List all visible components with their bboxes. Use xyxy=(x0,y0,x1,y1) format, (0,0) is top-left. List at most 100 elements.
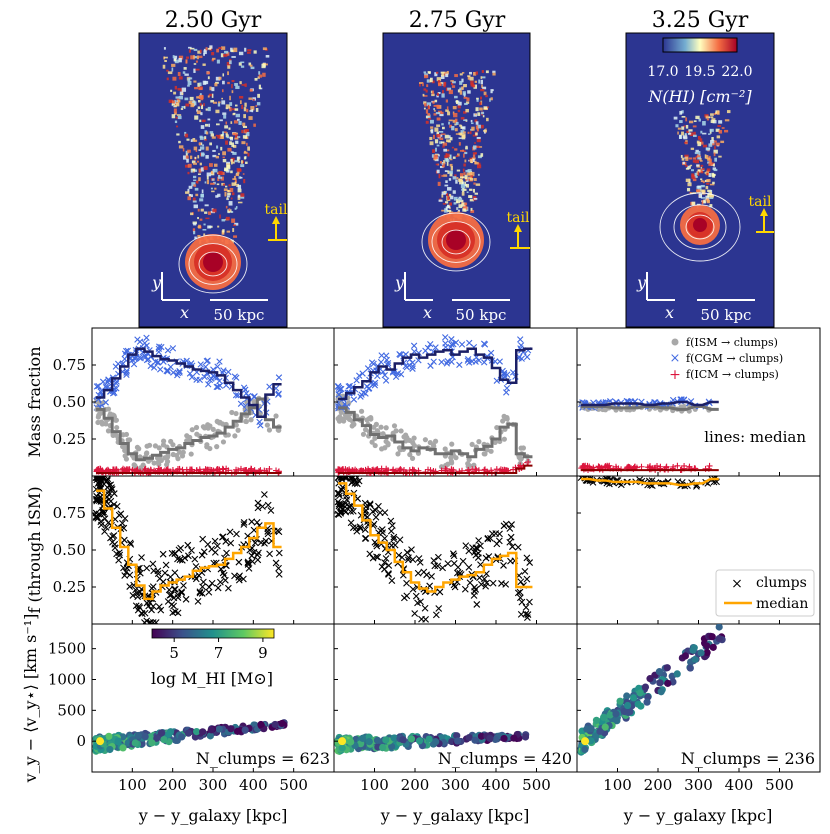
gas-fragment xyxy=(204,211,208,214)
gas-fragment xyxy=(698,150,701,156)
through-ism-legend-frame xyxy=(715,569,815,617)
gas-fragment xyxy=(721,127,725,129)
gas-fragment xyxy=(231,161,235,164)
gas-fragment xyxy=(480,96,483,100)
gas-fragment xyxy=(240,61,245,64)
cgm-point xyxy=(427,362,434,369)
gas-fragment xyxy=(465,101,470,104)
cgm-point xyxy=(131,355,139,363)
clump-point xyxy=(178,556,186,564)
gas-fragment xyxy=(425,89,428,93)
gas-fragment xyxy=(193,56,197,59)
gas-fragment xyxy=(423,88,427,91)
gas-fragment xyxy=(430,126,434,129)
gas-fragment xyxy=(190,102,195,108)
gas-fragment xyxy=(198,142,201,145)
clump-point xyxy=(476,574,483,582)
gas-fragment xyxy=(231,56,236,58)
gas-fragment xyxy=(687,165,690,170)
nhi-colorbar-bar xyxy=(662,37,738,53)
icm-point xyxy=(493,466,500,473)
gas-fragment xyxy=(712,167,717,170)
velocity-point xyxy=(646,675,654,683)
gas-fragment xyxy=(225,132,228,135)
gas-fragment xyxy=(692,157,697,160)
gas-fragment xyxy=(427,113,431,116)
gas-fragment xyxy=(187,171,190,175)
gas-fragment xyxy=(481,76,486,79)
gas-fragment xyxy=(716,135,721,139)
gas-fragment xyxy=(454,148,458,151)
icm-point xyxy=(501,466,508,473)
gas-fragment xyxy=(432,149,435,153)
clump-point xyxy=(375,502,382,510)
icm-point xyxy=(481,466,488,473)
clump-point xyxy=(244,558,252,566)
velocity-point xyxy=(160,735,168,744)
gas-fragment xyxy=(429,141,434,146)
gas-fragment xyxy=(234,179,237,184)
gas-fragment xyxy=(444,170,448,173)
icm-point xyxy=(142,465,149,472)
map-speckle-2 xyxy=(419,70,496,272)
gas-fragment xyxy=(222,156,225,159)
gas-fragment xyxy=(219,134,224,140)
gas-fragment xyxy=(231,182,236,186)
gas-fragment xyxy=(237,168,242,172)
gas-fragment xyxy=(191,182,196,187)
ytick-label-row1: 0.25 xyxy=(53,430,86,448)
gas-fragment xyxy=(445,201,449,204)
gas-fragment xyxy=(193,80,197,83)
cgm-point xyxy=(164,347,172,354)
gas-fragment xyxy=(190,139,193,142)
gas-fragment xyxy=(220,134,224,137)
gas-fragment xyxy=(174,120,178,124)
gas-fragment xyxy=(212,154,217,158)
gas-fragment xyxy=(204,123,209,127)
gas-fragment xyxy=(175,96,180,99)
gas-fragment xyxy=(445,73,449,78)
gas-fragment xyxy=(720,140,725,144)
ism-point xyxy=(233,410,239,417)
icm-point xyxy=(125,466,132,473)
clump-point xyxy=(334,476,342,481)
gas-fragment xyxy=(235,85,240,90)
gas-fragment xyxy=(431,154,435,158)
gas-fragment xyxy=(469,188,473,191)
gas-fragment xyxy=(192,197,196,202)
gas-fragment xyxy=(436,94,439,98)
gas-fragment xyxy=(455,179,458,184)
gas-fragment xyxy=(461,189,464,191)
clump-point xyxy=(224,584,232,592)
gas-fragment xyxy=(231,161,233,165)
map-panel-1: 2.50 Gyr tail y x 50 kpc xyxy=(138,8,288,328)
gas-fragment xyxy=(477,155,482,159)
clump-point xyxy=(414,569,422,577)
ism-point xyxy=(476,439,482,445)
gas-fragment xyxy=(436,77,442,82)
cgm-point xyxy=(205,381,212,388)
cgm-point xyxy=(147,362,154,370)
galaxy-point xyxy=(581,737,590,746)
gas-fragment xyxy=(242,135,248,139)
clump-point xyxy=(450,559,458,567)
gas-fragment xyxy=(460,117,465,120)
gas-fragment xyxy=(237,118,240,121)
gas-fragment xyxy=(452,156,456,159)
gas-fragment xyxy=(435,112,441,115)
gas-fragment xyxy=(214,187,217,190)
velocity-point xyxy=(415,737,424,745)
clump-point xyxy=(254,504,262,512)
velocity-point xyxy=(643,698,651,706)
cgm-point xyxy=(193,376,200,383)
gas-fragment xyxy=(196,160,200,163)
clump-point xyxy=(337,476,345,481)
cgm-point xyxy=(456,361,463,369)
cgm-point xyxy=(113,378,120,385)
ism-point xyxy=(422,437,428,443)
gas-fragment xyxy=(201,153,205,156)
gas-fragment xyxy=(460,125,463,129)
gas-fragment xyxy=(448,119,453,122)
gas-fragment xyxy=(696,154,701,158)
clump-point xyxy=(264,528,272,535)
